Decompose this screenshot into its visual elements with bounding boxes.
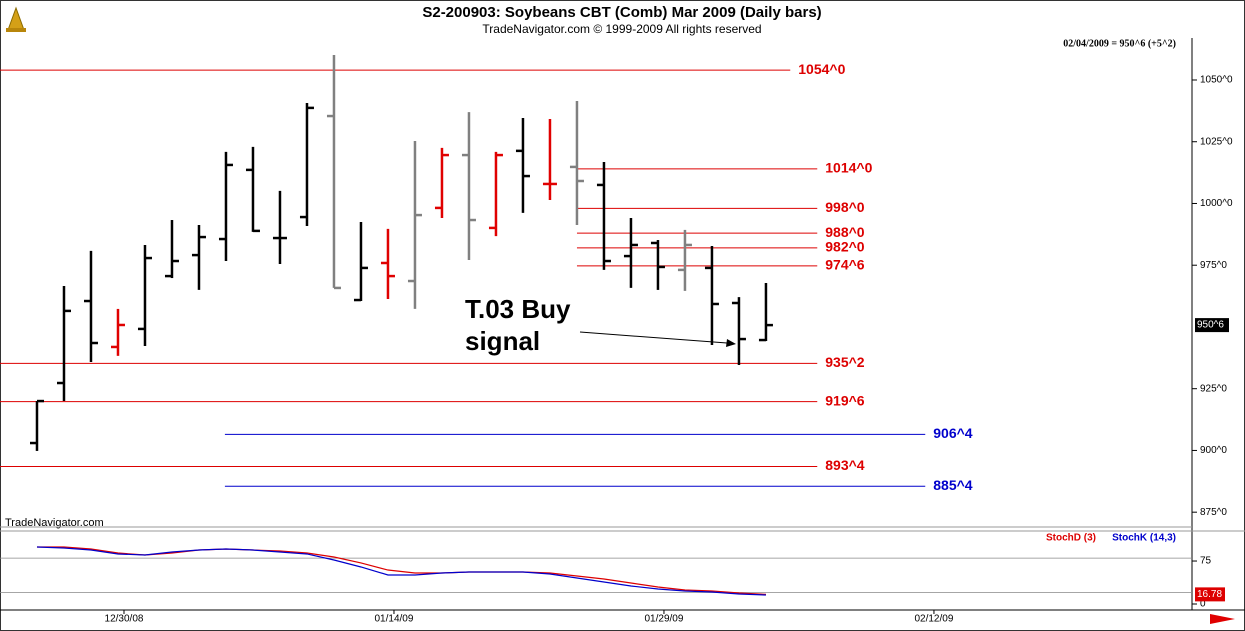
legend-entry: StochD (3) xyxy=(1046,533,1096,544)
y-tick-label: 975^0 xyxy=(1200,260,1227,271)
y-tick-label: 875^0 xyxy=(1200,507,1227,518)
x-tick-label: 12/30/08 xyxy=(105,614,144,625)
level-label: 998^0 xyxy=(825,199,865,215)
level-label: 885^4 xyxy=(933,477,973,493)
current-price-box xyxy=(1195,318,1229,333)
annotation-arrow xyxy=(579,331,728,344)
y-tick-label: 1000^0 xyxy=(1200,198,1233,209)
y-tick-label: 0 xyxy=(1200,599,1206,610)
arrow-head xyxy=(726,339,736,347)
level-label: 982^0 xyxy=(825,239,865,255)
y-tick-label: 75 xyxy=(1200,556,1212,567)
current-value-label: 16.78 xyxy=(1197,589,1222,600)
y-tick-label: 925^0 xyxy=(1200,383,1227,394)
y-tick-label: 900^0 xyxy=(1200,445,1227,456)
level-label: 988^0 xyxy=(825,224,865,240)
stoch-line xyxy=(36,546,766,596)
annotation-text: T.03 Buy xyxy=(465,294,571,324)
legend-entry: StochK (14,3) xyxy=(1112,533,1176,544)
y-tick-label: 1025^0 xyxy=(1200,136,1233,147)
level-label: 1054^0 xyxy=(798,61,845,77)
x-tick-label: 02/12/09 xyxy=(914,614,953,625)
chart-subtitle: TradeNavigator.com © 1999-2009 All right… xyxy=(482,22,761,36)
level-label: 974^6 xyxy=(825,257,865,273)
level-label: 906^4 xyxy=(933,425,973,441)
info-text: 02/04/2009 = 950^6 (+5^2) xyxy=(1063,38,1176,49)
current-price-label: 950^6 xyxy=(1197,320,1224,331)
annotation-text: signal xyxy=(465,326,540,356)
y-tick-label: 1050^0 xyxy=(1200,75,1233,86)
level-label: 1014^0 xyxy=(825,160,872,176)
level-label: 919^6 xyxy=(825,392,865,408)
watermark: TradeNavigator.com xyxy=(5,517,104,529)
x-tick-label: 01/29/09 xyxy=(644,614,683,625)
level-label: 893^4 xyxy=(825,457,865,473)
chart-title: S2-200903: Soybeans CBT (Comb) Mar 2009 … xyxy=(422,4,821,21)
x-tick-label: 01/14/09 xyxy=(375,614,414,625)
level-label: 935^2 xyxy=(825,354,865,370)
current-value-box xyxy=(1195,587,1225,602)
logo xyxy=(6,6,26,32)
scroll-arrow[interactable] xyxy=(1210,614,1235,624)
